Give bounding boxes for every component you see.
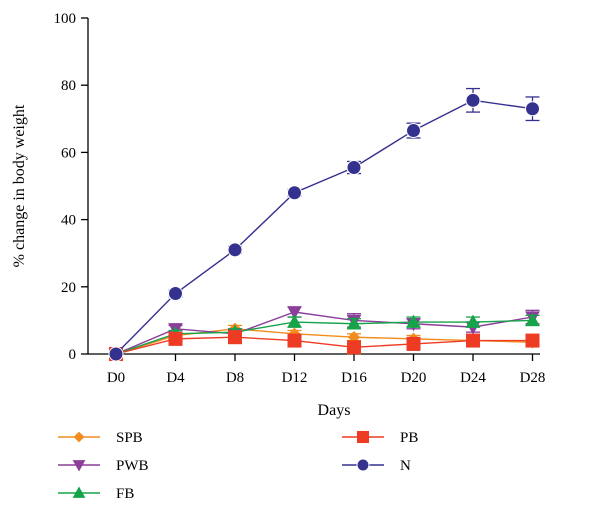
y-tick-label: 20 [61,280,76,296]
x-tick-label: D28 [520,370,546,386]
legend-marker [73,431,85,443]
x-tick-label: D24 [460,370,486,386]
data-point [168,286,183,302]
x-tick-label: D20 [401,370,427,386]
x-tick-label: D4 [166,370,185,386]
legend-marker [356,430,370,444]
y-tick-label: 40 [61,213,76,229]
data-point [406,314,421,328]
legend-item-n: N [342,458,411,474]
y-tick-label: 80 [61,78,76,94]
legend: SPB PWB FB PB N [58,430,418,502]
data-point [346,160,362,176]
legend-marker [72,460,86,472]
series-line [115,99,533,355]
legend-marker [356,458,370,472]
legend-label: N [400,458,411,474]
y-axis-title: % change in body weight [11,104,28,267]
series-pb [109,330,540,361]
series-line [115,319,533,355]
series-n [108,87,540,362]
data-point [347,340,361,355]
data-point [406,336,421,351]
y-tick-label: 100 [54,11,77,27]
data-point [466,333,480,348]
data-point [108,346,124,362]
legend-label: FB [116,486,134,502]
series-layer [108,87,540,362]
x-tick-label: D16 [341,370,367,386]
series-line [115,328,533,355]
data-point [465,92,481,108]
data-point [346,316,362,330]
data-point [525,333,540,348]
series-line [115,336,533,355]
data-point [228,330,242,345]
y-ticks: 0 20 40 60 80 100 [54,11,88,363]
x-ticks: D0 D4 D8 D12 D16 D20 D24 D28 [107,354,546,386]
data-point [287,185,302,201]
data-point [287,306,302,320]
legend-marker [72,486,86,498]
series-line [115,311,533,355]
data-point [287,314,302,328]
data-point [525,101,540,117]
x-tick-label: D12 [282,370,308,386]
data-point [227,242,243,258]
x-axis-title: Days [318,402,351,419]
legend-item-pwb: PWB [58,458,149,474]
y-tick-label: 60 [61,145,76,161]
x-tick-label: D8 [226,370,244,386]
legend-item-spb: SPB [58,430,143,446]
legend-item-fb: FB [58,486,134,502]
axes [87,18,540,355]
data-point [465,314,481,328]
legend-label: PB [400,430,418,446]
legend-label: SPB [116,430,143,446]
x-tick-label: D0 [107,370,125,386]
data-point [168,331,183,346]
legend-item-pb: PB [342,430,418,446]
y-tick-label: 0 [69,347,77,363]
data-point [406,123,421,139]
data-point [525,312,540,327]
data-point [287,333,302,348]
legend-label: PWB [116,458,149,474]
